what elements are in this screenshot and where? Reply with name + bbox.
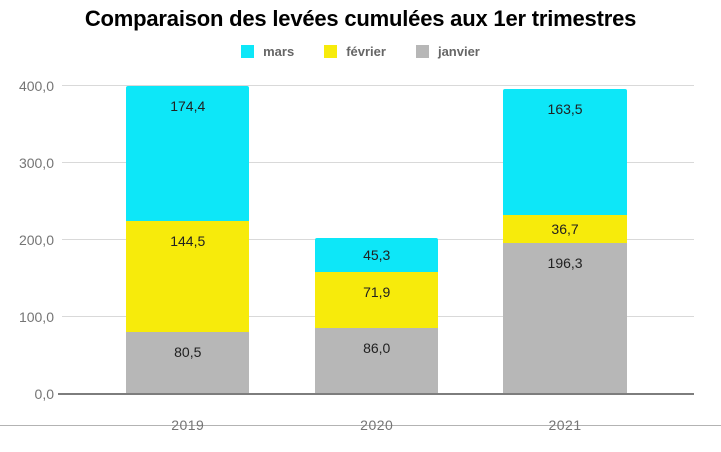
legend-swatch-icon <box>241 45 255 58</box>
x-axis-category-label: 2021 <box>548 417 582 433</box>
chart-title: Comparaison des levées cumulées aux 1er … <box>84 6 637 31</box>
bar-value-label: 174,4 <box>170 98 206 115</box>
legend-swatch-icon <box>324 45 338 58</box>
bar-value-label: 71,9 <box>363 284 391 301</box>
grid-line <box>62 85 694 86</box>
legend-item-label: mars <box>263 44 295 59</box>
plot-area: 0,0 100,0 200,0 300,0 400,0 80,5 144,5 174,4 201… <box>19 78 694 433</box>
legend-item-février: février <box>324 44 386 59</box>
bar-value-label: 196,3 <box>547 254 583 271</box>
bar-segment-2019-mars: 174,4 <box>126 86 250 221</box>
bar-segment-2020-janvier: 86,0 <box>315 327 439 394</box>
y-axis-tick-label: 200,0 <box>18 232 54 248</box>
bar-segment-2019-janvier: 80,5 <box>126 332 250 394</box>
y-axis-tick-label: 0,0 <box>34 386 54 402</box>
bar-segment-2021-janvier: 196,3 <box>503 242 627 394</box>
bar-value-label: 144,5 <box>170 232 206 249</box>
bar-segment-2020-février: 71,9 <box>315 272 439 328</box>
legend-item-mars: mars <box>241 44 294 59</box>
bar-value-label: 36,7 <box>551 220 579 237</box>
legend-swatch-icon <box>415 45 429 58</box>
bar-segment-2021-février: 36,7 <box>503 214 627 243</box>
grid-line <box>62 162 694 163</box>
bar-value-label: 45,3 <box>363 246 391 263</box>
bar-segment-2021-mars: 163,5 <box>503 88 627 215</box>
bar-segment-2019-février: 144,5 <box>126 220 250 333</box>
bar-value-label: 86,0 <box>363 339 391 356</box>
y-axis-tick-label: 100,0 <box>18 309 54 325</box>
bar-value-label: 80,5 <box>174 344 202 361</box>
bar-value-label: 163,5 <box>547 100 583 117</box>
legend-item-label: janvier <box>437 44 480 59</box>
legend-item-label: février <box>346 44 386 59</box>
bar-segment-2020-mars: 45,3 <box>315 237 439 273</box>
chart-legend: mars février janvier <box>0 44 721 59</box>
x-axis-category-label: 2020 <box>360 417 394 433</box>
y-axis-tick-label: 400,0 <box>18 78 54 94</box>
legend-item-janvier: janvier <box>415 44 480 59</box>
x-axis-category-label: 2019 <box>171 417 205 433</box>
y-axis-tick-label: 300,0 <box>18 155 54 171</box>
x-axis-baseline <box>58 393 694 395</box>
category-axis-rule <box>0 425 721 426</box>
